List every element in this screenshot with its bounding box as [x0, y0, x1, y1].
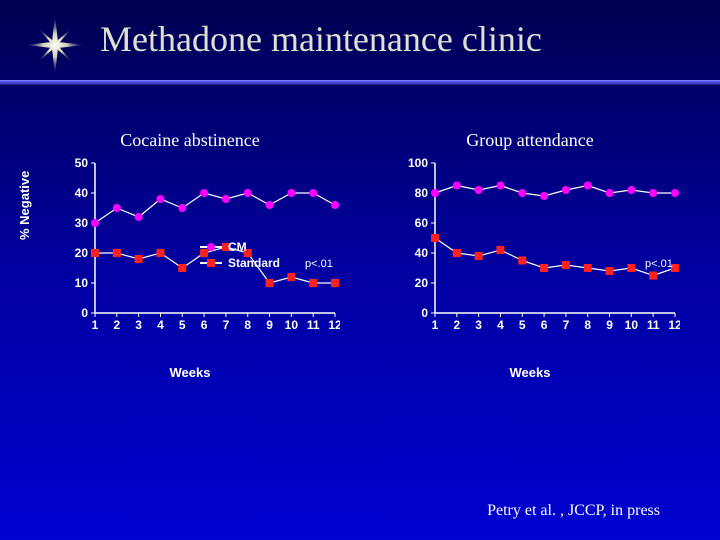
svg-text:60: 60: [415, 216, 429, 230]
svg-text:50: 50: [75, 158, 89, 170]
svg-text:11: 11: [307, 318, 320, 332]
chart-right-panel: Group attendance 0 20 40 60 80 100 12 3 4 5 6 78 9 10…: [365, 130, 695, 410]
svg-text:12: 12: [668, 318, 680, 332]
svg-text:10: 10: [625, 318, 639, 332]
svg-text:9: 9: [266, 318, 273, 332]
svg-text:11: 11: [647, 318, 660, 332]
chart-left-panel: Cocaine abstinence % Negative 0102030405…: [25, 130, 355, 410]
legend-label-std: Standard: [228, 256, 280, 270]
svg-text:1: 1: [92, 318, 99, 332]
chart-left-title: Cocaine abstinence: [25, 130, 355, 151]
svg-text:1: 1: [432, 318, 439, 332]
header-rule: [0, 80, 720, 86]
svg-text:4: 4: [497, 318, 504, 332]
svg-text:6: 6: [201, 318, 208, 332]
chart-legend: CM Standard: [200, 240, 280, 272]
chart-right-plot: 020406080100123456789101112: [405, 158, 680, 338]
chart-right-title: Group attendance: [365, 130, 695, 151]
chart-right-xlabel: Weeks: [365, 365, 695, 380]
svg-text:40: 40: [75, 186, 89, 200]
svg-text:2: 2: [453, 318, 460, 332]
svg-text:2: 2: [113, 318, 120, 332]
chart-left-pvalue: p<.01: [305, 258, 333, 270]
svg-text:9: 9: [606, 318, 613, 332]
svg-text:7: 7: [223, 318, 230, 332]
legend-row-std: Standard: [200, 256, 280, 270]
chart-left-ylabel: % Negative: [17, 171, 32, 240]
legend-marker-cm: [200, 246, 222, 248]
svg-text:0: 0: [421, 306, 428, 320]
svg-text:10: 10: [285, 318, 299, 332]
svg-text:100: 100: [408, 158, 428, 170]
legend-marker-std: [200, 262, 222, 264]
svg-text:3: 3: [135, 318, 142, 332]
svg-text:7: 7: [563, 318, 570, 332]
svg-text:5: 5: [519, 318, 526, 332]
svg-text:6: 6: [541, 318, 548, 332]
citation-text: Petry et al. , JCCP, in press: [487, 502, 660, 520]
svg-text:3: 3: [475, 318, 482, 332]
legend-row-cm: CM: [200, 240, 280, 254]
svg-text:20: 20: [75, 246, 89, 260]
star-icon: [25, 15, 85, 75]
svg-text:30: 30: [75, 216, 89, 230]
svg-text:40: 40: [415, 246, 429, 260]
svg-text:20: 20: [415, 276, 429, 290]
svg-text:0: 0: [81, 306, 88, 320]
svg-text:4: 4: [157, 318, 164, 332]
chart-right-pvalue: p<.01: [645, 258, 673, 270]
legend-label-cm: CM: [228, 240, 247, 254]
slide-header: Methadone maintenance clinic: [0, 0, 720, 80]
slide-title: Methadone maintenance clinic: [100, 18, 542, 60]
svg-text:8: 8: [584, 318, 591, 332]
svg-text:5: 5: [179, 318, 186, 332]
svg-text:12: 12: [328, 318, 340, 332]
svg-text:80: 80: [415, 186, 429, 200]
svg-text:10: 10: [75, 276, 89, 290]
charts-row: Cocaine abstinence % Negative 0102030405…: [25, 130, 695, 410]
chart-left-xlabel: Weeks: [25, 365, 355, 380]
svg-text:8: 8: [244, 318, 251, 332]
